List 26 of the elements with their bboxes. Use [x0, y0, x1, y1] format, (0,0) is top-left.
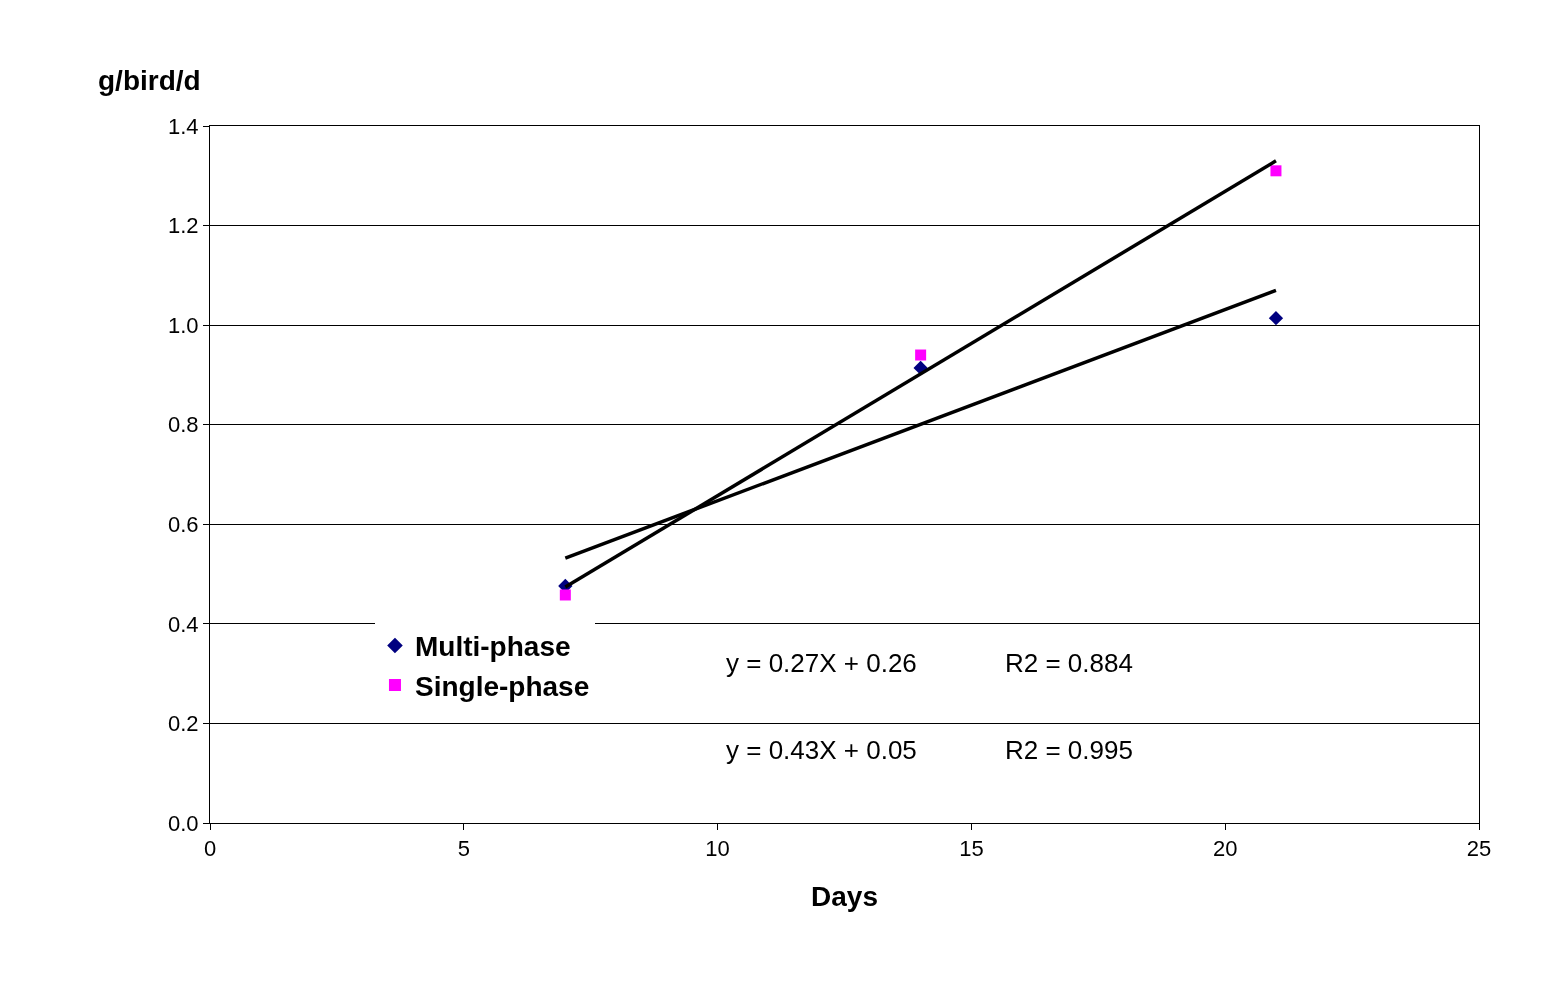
annotation: R2 = 0.995: [1005, 735, 1133, 765]
x-axis-title: Days: [811, 880, 878, 912]
x-tick-label: 15: [959, 836, 984, 862]
y-tick-label: 0.4: [168, 611, 199, 637]
x-tick-label: 0: [203, 836, 217, 862]
x-tick-label: 5: [457, 836, 470, 862]
point: [1268, 311, 1284, 326]
annotation: y = 0.27X + 0.26: [726, 648, 917, 678]
y-tick-label: 1.4: [168, 113, 199, 139]
y-tick-label: 0.8: [168, 412, 199, 438]
x-tick-label: 20: [1212, 836, 1238, 862]
point: [559, 589, 571, 601]
y-tick-label: 0.0: [168, 810, 199, 836]
point: [915, 349, 927, 361]
y-tick-label: 1.2: [168, 213, 199, 239]
legend-label: Single-phase: [414, 670, 590, 702]
annotation: y = 0.43X + 0.05: [726, 735, 917, 765]
y-tick-label: 0.2: [168, 711, 199, 737]
x-tick-label: 10: [705, 836, 730, 862]
annotation: R2 = 0.884: [1005, 648, 1133, 678]
x-tick-label: 25: [1466, 836, 1492, 862]
y-tick-label: 0.6: [168, 511, 199, 537]
point: [1270, 165, 1282, 177]
y-axis-title: g/bird/d: [98, 65, 201, 96]
y-tick-label: 1.0: [168, 312, 199, 338]
legend-label: Multi-phase: [414, 631, 571, 663]
